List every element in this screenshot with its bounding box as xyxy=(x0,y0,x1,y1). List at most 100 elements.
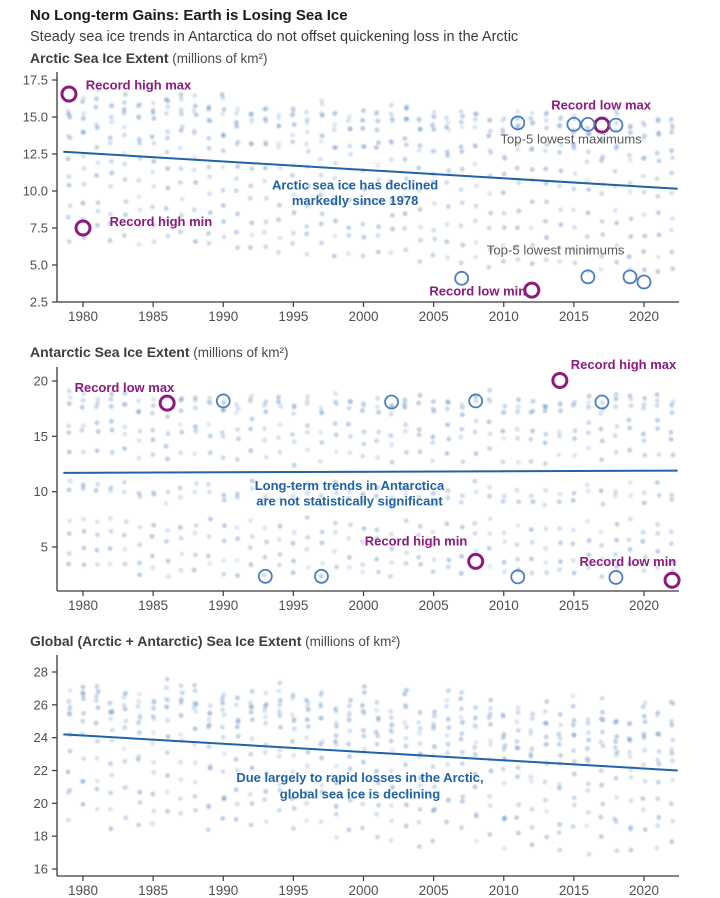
data-point xyxy=(597,425,605,433)
data-point xyxy=(346,142,354,150)
data-point xyxy=(150,114,158,122)
data-point xyxy=(190,450,199,458)
data-point xyxy=(120,98,128,107)
data-point xyxy=(360,732,368,740)
data-point xyxy=(135,135,143,143)
data-point xyxy=(121,705,129,713)
data-point xyxy=(457,498,465,506)
data-point xyxy=(389,197,397,205)
data-point xyxy=(78,98,87,106)
data-point xyxy=(500,558,508,566)
data-point xyxy=(232,187,240,195)
data-point xyxy=(290,438,298,446)
data-point xyxy=(206,709,214,717)
data-point xyxy=(136,493,144,501)
data-point xyxy=(599,742,607,750)
data-point xyxy=(150,521,158,529)
data-point xyxy=(219,814,227,823)
data-point xyxy=(471,529,479,538)
data-point xyxy=(346,727,354,735)
data-point xyxy=(318,210,326,218)
data-point xyxy=(487,696,495,704)
data-point xyxy=(499,241,507,249)
data-point xyxy=(332,833,341,841)
data-point xyxy=(639,806,648,814)
data-point xyxy=(445,724,453,732)
data-point xyxy=(403,723,411,731)
data-point xyxy=(555,451,563,459)
data-point xyxy=(429,251,437,259)
data-point xyxy=(487,149,495,157)
data-point xyxy=(317,428,325,437)
data-point xyxy=(667,226,675,234)
annotation: Top-5 lowest minimums xyxy=(487,243,625,258)
data-point xyxy=(176,794,184,803)
data-point xyxy=(668,409,676,417)
data-point xyxy=(499,189,507,197)
data-point xyxy=(122,717,130,725)
data-point xyxy=(248,764,256,772)
data-point xyxy=(388,117,397,125)
annotation: Record high min xyxy=(110,214,213,229)
x-tick-label: 2005 xyxy=(419,883,449,898)
data-point xyxy=(248,140,256,148)
data-point xyxy=(164,488,172,496)
x-tick-label: 1985 xyxy=(138,883,168,898)
data-point xyxy=(626,123,635,132)
data-point xyxy=(164,526,172,534)
record-circle xyxy=(158,394,176,412)
data-point xyxy=(500,844,508,853)
data-point xyxy=(318,559,327,567)
data-point xyxy=(149,221,158,229)
data-point xyxy=(290,804,298,812)
data-point xyxy=(346,765,354,773)
data-point xyxy=(344,495,353,503)
data-point xyxy=(429,405,437,413)
data-point xyxy=(415,146,423,154)
data-point xyxy=(149,168,157,176)
data-point xyxy=(178,689,186,697)
data-point xyxy=(121,724,129,732)
data-point xyxy=(513,738,521,746)
data-point xyxy=(302,799,311,807)
data-point xyxy=(416,805,424,814)
data-point xyxy=(528,119,536,127)
data-point xyxy=(275,780,284,789)
data-point xyxy=(204,480,212,488)
data-point xyxy=(121,400,130,408)
data-point xyxy=(458,425,466,433)
data-point xyxy=(612,403,620,411)
data-point xyxy=(430,783,439,791)
data-point xyxy=(345,404,353,412)
data-point xyxy=(149,564,157,572)
data-point xyxy=(640,499,648,507)
data-point xyxy=(94,207,102,215)
data-point xyxy=(388,211,396,219)
data-point xyxy=(373,698,381,707)
data-point xyxy=(471,217,479,225)
data-point xyxy=(120,123,128,131)
data-point xyxy=(667,169,676,177)
data-point xyxy=(331,232,339,240)
data-point xyxy=(556,539,565,547)
data-point xyxy=(457,569,465,577)
data-point xyxy=(79,800,87,808)
data-point xyxy=(275,535,283,544)
data-point xyxy=(654,209,663,217)
trend-line xyxy=(63,150,678,190)
data-point xyxy=(176,484,184,492)
data-point xyxy=(344,420,352,428)
data-point xyxy=(248,115,256,123)
data-point xyxy=(205,743,213,751)
data-point xyxy=(401,690,409,698)
data-point xyxy=(205,134,213,142)
x-tick-label: 1980 xyxy=(68,598,98,613)
data-point xyxy=(542,486,550,495)
data-point xyxy=(206,515,214,523)
data-point xyxy=(304,533,312,541)
y-tick-label: 5 xyxy=(41,540,48,555)
data-point xyxy=(331,528,339,537)
data-point xyxy=(542,256,550,264)
data-point xyxy=(248,735,256,743)
data-point xyxy=(655,157,663,165)
